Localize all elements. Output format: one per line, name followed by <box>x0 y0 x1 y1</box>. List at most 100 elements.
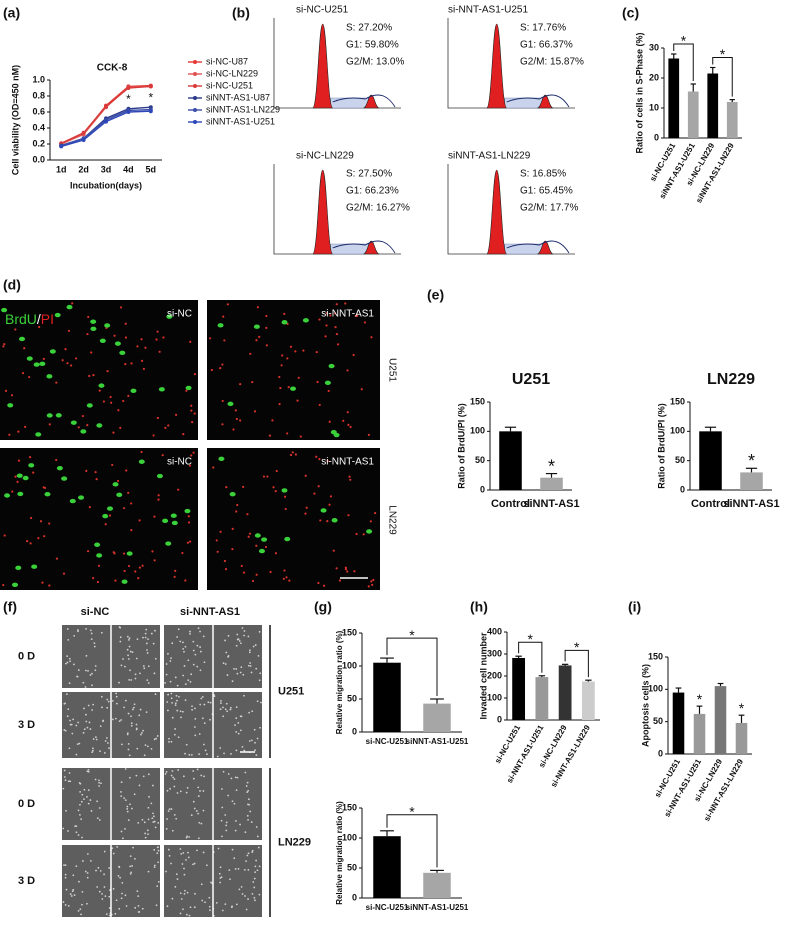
brdu-cell <box>258 548 265 554</box>
cell-speck <box>81 890 84 893</box>
cell-speck <box>105 913 108 916</box>
pi-cell <box>371 583 374 586</box>
brdu-cell <box>35 432 42 437</box>
pi-cell <box>278 403 281 406</box>
significance-bracket <box>518 641 543 673</box>
pi-cell <box>11 490 14 493</box>
pi-cell <box>348 475 351 478</box>
cell-speck <box>156 852 159 855</box>
pi-cell <box>353 570 356 573</box>
y-tick-label: 1.0 <box>32 74 45 84</box>
cell-speck <box>94 736 97 739</box>
cell-speck <box>91 747 94 750</box>
legend-marker <box>193 96 197 100</box>
cell-speck <box>111 718 114 721</box>
flow-stat: G1: 65.45% <box>520 186 573 197</box>
cell-speck <box>93 645 96 648</box>
x-tick-label: 3d <box>101 164 112 174</box>
y-tick-label: 150 <box>342 627 357 637</box>
column-header: si-NNT-AS1 <box>180 606 240 618</box>
flow-stat: G1: 66.23% <box>346 186 399 197</box>
cell-speck <box>85 720 88 723</box>
pi-cell <box>328 503 331 506</box>
pi-cell <box>215 539 218 542</box>
cell-speck <box>230 777 233 780</box>
cell-speck <box>147 818 150 821</box>
bar <box>687 91 699 138</box>
brdu-cell <box>69 498 76 504</box>
pi-cell <box>8 433 11 436</box>
pi-cell <box>142 367 145 371</box>
cell-speck <box>194 707 196 710</box>
pi-cell <box>349 425 352 429</box>
brdu-cell <box>331 518 338 523</box>
pi-cell <box>43 535 46 538</box>
cell-speck <box>198 753 201 756</box>
cell-speck <box>108 747 110 750</box>
cell-speck <box>120 781 123 784</box>
pi-cell <box>125 469 128 472</box>
cell-speck <box>99 870 102 872</box>
pi-cell <box>269 570 272 574</box>
cell-speck <box>194 892 196 895</box>
pi-cell <box>173 575 176 579</box>
cell-speck <box>127 654 129 657</box>
cell-speck <box>153 866 156 869</box>
cell-speck <box>143 667 146 670</box>
cell-speck <box>125 905 128 907</box>
brdu-cell <box>17 491 24 497</box>
cell-speck <box>129 872 132 875</box>
bar <box>668 58 680 138</box>
cell-speck <box>152 821 155 823</box>
panel-label: (i) <box>628 599 641 615</box>
cell-speck <box>229 878 231 881</box>
cell-speck <box>258 865 261 868</box>
cell-speck <box>197 795 200 797</box>
cell-speck <box>200 697 203 700</box>
brdu-cell <box>121 579 128 584</box>
x-tick-label: siNNT-AS1 <box>523 498 579 510</box>
flow-fit <box>506 94 570 108</box>
cell-speck <box>249 810 252 813</box>
condition-label: si-NNT-AS1 <box>321 457 374 468</box>
cell-speck <box>175 873 178 876</box>
cell-speck <box>127 819 130 822</box>
cell-speck <box>138 784 141 787</box>
pi-cell <box>98 389 101 392</box>
y-tick-label: 30 <box>649 42 659 52</box>
cell-speck <box>168 740 170 743</box>
cell-speck <box>111 700 114 702</box>
cell-speck <box>180 852 183 855</box>
bar <box>699 431 722 490</box>
pi-cell <box>294 453 297 456</box>
cell-speck <box>63 776 66 778</box>
flow-title: siNNT-AS1-LN229 <box>448 151 531 162</box>
cell-speck <box>168 808 171 811</box>
condition-label: si-NC <box>167 309 192 320</box>
cell-speck <box>240 666 243 669</box>
pi-cell <box>334 312 337 315</box>
cell-speck <box>185 913 188 916</box>
cell-speck <box>82 681 85 684</box>
cell-speck <box>86 770 89 773</box>
cell-speck <box>75 865 78 868</box>
brdu-cell <box>126 551 133 556</box>
cell-speck <box>202 743 205 746</box>
cell-speck <box>203 703 206 706</box>
cell-speck <box>144 744 147 747</box>
bar <box>672 692 685 754</box>
cell-speck <box>89 629 92 632</box>
cell-speck <box>129 803 131 806</box>
cell-speck <box>67 638 70 641</box>
cell-speck <box>222 706 224 709</box>
pi-cell <box>90 351 93 354</box>
significance-star: * <box>409 627 415 643</box>
pi-cell <box>70 364 73 367</box>
pi-cell <box>219 367 222 370</box>
cell-speck <box>193 726 196 728</box>
cell-speck <box>156 846 159 849</box>
pi-cell <box>299 435 302 438</box>
cell-speck <box>68 747 71 750</box>
cell-speck <box>91 672 93 675</box>
